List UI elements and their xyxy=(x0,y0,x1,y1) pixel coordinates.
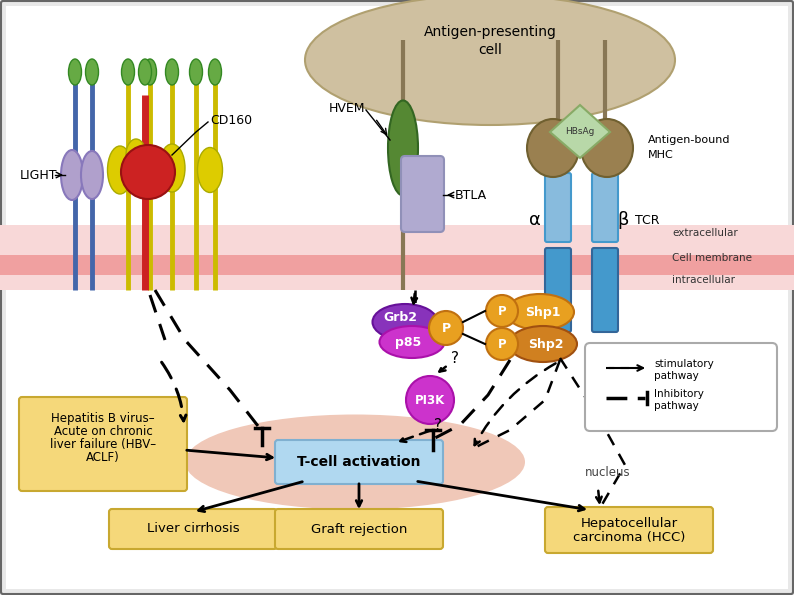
Ellipse shape xyxy=(61,150,83,200)
Ellipse shape xyxy=(138,59,152,85)
FancyBboxPatch shape xyxy=(545,507,713,553)
Circle shape xyxy=(486,295,518,327)
Text: P: P xyxy=(498,337,507,350)
Ellipse shape xyxy=(86,59,98,85)
FancyBboxPatch shape xyxy=(275,440,443,484)
Text: MHC: MHC xyxy=(648,150,674,160)
Ellipse shape xyxy=(121,59,134,85)
Text: stimulatory: stimulatory xyxy=(654,359,714,369)
Text: cell: cell xyxy=(478,43,502,57)
Text: Antigen-presenting: Antigen-presenting xyxy=(423,25,557,39)
Text: Hepatocellular: Hepatocellular xyxy=(580,516,677,530)
Text: liver failure (HBV–: liver failure (HBV– xyxy=(50,437,156,450)
Text: ACLF): ACLF) xyxy=(86,450,120,464)
Text: LIGHT: LIGHT xyxy=(20,168,57,181)
Text: Liver cirrhosis: Liver cirrhosis xyxy=(147,522,239,536)
Ellipse shape xyxy=(380,326,445,358)
Text: β: β xyxy=(617,211,628,229)
Text: Shp2: Shp2 xyxy=(528,337,564,350)
Text: HVEM: HVEM xyxy=(329,102,365,114)
Ellipse shape xyxy=(506,294,574,330)
Text: BTLA: BTLA xyxy=(455,189,488,202)
Text: ?: ? xyxy=(451,350,459,365)
Ellipse shape xyxy=(388,101,418,196)
Text: Hepatitis B virus–: Hepatitis B virus– xyxy=(51,412,155,424)
Text: pathway: pathway xyxy=(654,371,699,381)
Ellipse shape xyxy=(190,59,202,85)
Text: ?: ? xyxy=(434,418,442,433)
Circle shape xyxy=(406,376,454,424)
Text: extracellular: extracellular xyxy=(672,228,738,238)
Ellipse shape xyxy=(81,151,103,199)
Ellipse shape xyxy=(185,415,525,509)
Bar xyxy=(0,255,794,275)
Ellipse shape xyxy=(126,139,146,171)
FancyBboxPatch shape xyxy=(109,509,277,549)
Circle shape xyxy=(486,328,518,360)
Polygon shape xyxy=(550,105,610,158)
Text: P: P xyxy=(441,321,450,334)
Ellipse shape xyxy=(107,146,133,194)
FancyBboxPatch shape xyxy=(401,156,444,232)
FancyBboxPatch shape xyxy=(592,248,618,332)
FancyBboxPatch shape xyxy=(585,343,777,431)
Text: P: P xyxy=(498,305,507,318)
FancyBboxPatch shape xyxy=(545,248,571,332)
Text: Cell membrane: Cell membrane xyxy=(672,253,752,263)
Ellipse shape xyxy=(372,304,437,340)
Text: intracellular: intracellular xyxy=(672,275,735,285)
FancyBboxPatch shape xyxy=(275,509,443,549)
Text: nucleus: nucleus xyxy=(585,465,630,478)
Text: Graft rejection: Graft rejection xyxy=(310,522,407,536)
Text: Inhibitory: Inhibitory xyxy=(654,389,703,399)
Text: CD160: CD160 xyxy=(210,114,252,127)
Text: Acute on chronic: Acute on chronic xyxy=(54,424,152,437)
Ellipse shape xyxy=(209,59,222,85)
Text: Shp1: Shp1 xyxy=(526,305,561,318)
Text: Antigen-bound: Antigen-bound xyxy=(648,135,730,145)
Ellipse shape xyxy=(305,0,675,125)
FancyBboxPatch shape xyxy=(19,397,187,491)
Text: PI3K: PI3K xyxy=(415,393,445,406)
Text: pathway: pathway xyxy=(654,401,699,411)
Bar xyxy=(0,275,794,290)
Ellipse shape xyxy=(581,119,633,177)
Ellipse shape xyxy=(159,144,185,192)
Text: carcinoma (HCC): carcinoma (HCC) xyxy=(572,531,685,543)
Text: Grb2: Grb2 xyxy=(383,311,417,324)
Ellipse shape xyxy=(527,119,579,177)
Text: p85: p85 xyxy=(395,336,421,349)
Text: TCR: TCR xyxy=(635,214,660,227)
Circle shape xyxy=(429,311,463,345)
Ellipse shape xyxy=(509,326,577,362)
FancyBboxPatch shape xyxy=(592,173,618,242)
Text: α: α xyxy=(529,211,541,229)
FancyBboxPatch shape xyxy=(545,173,571,242)
Ellipse shape xyxy=(68,59,82,85)
Text: T-cell activation: T-cell activation xyxy=(297,455,421,469)
Circle shape xyxy=(121,145,175,199)
Ellipse shape xyxy=(165,59,179,85)
Text: HBsAg: HBsAg xyxy=(565,127,595,136)
Ellipse shape xyxy=(198,148,222,193)
Ellipse shape xyxy=(144,59,156,85)
Bar xyxy=(0,225,794,255)
